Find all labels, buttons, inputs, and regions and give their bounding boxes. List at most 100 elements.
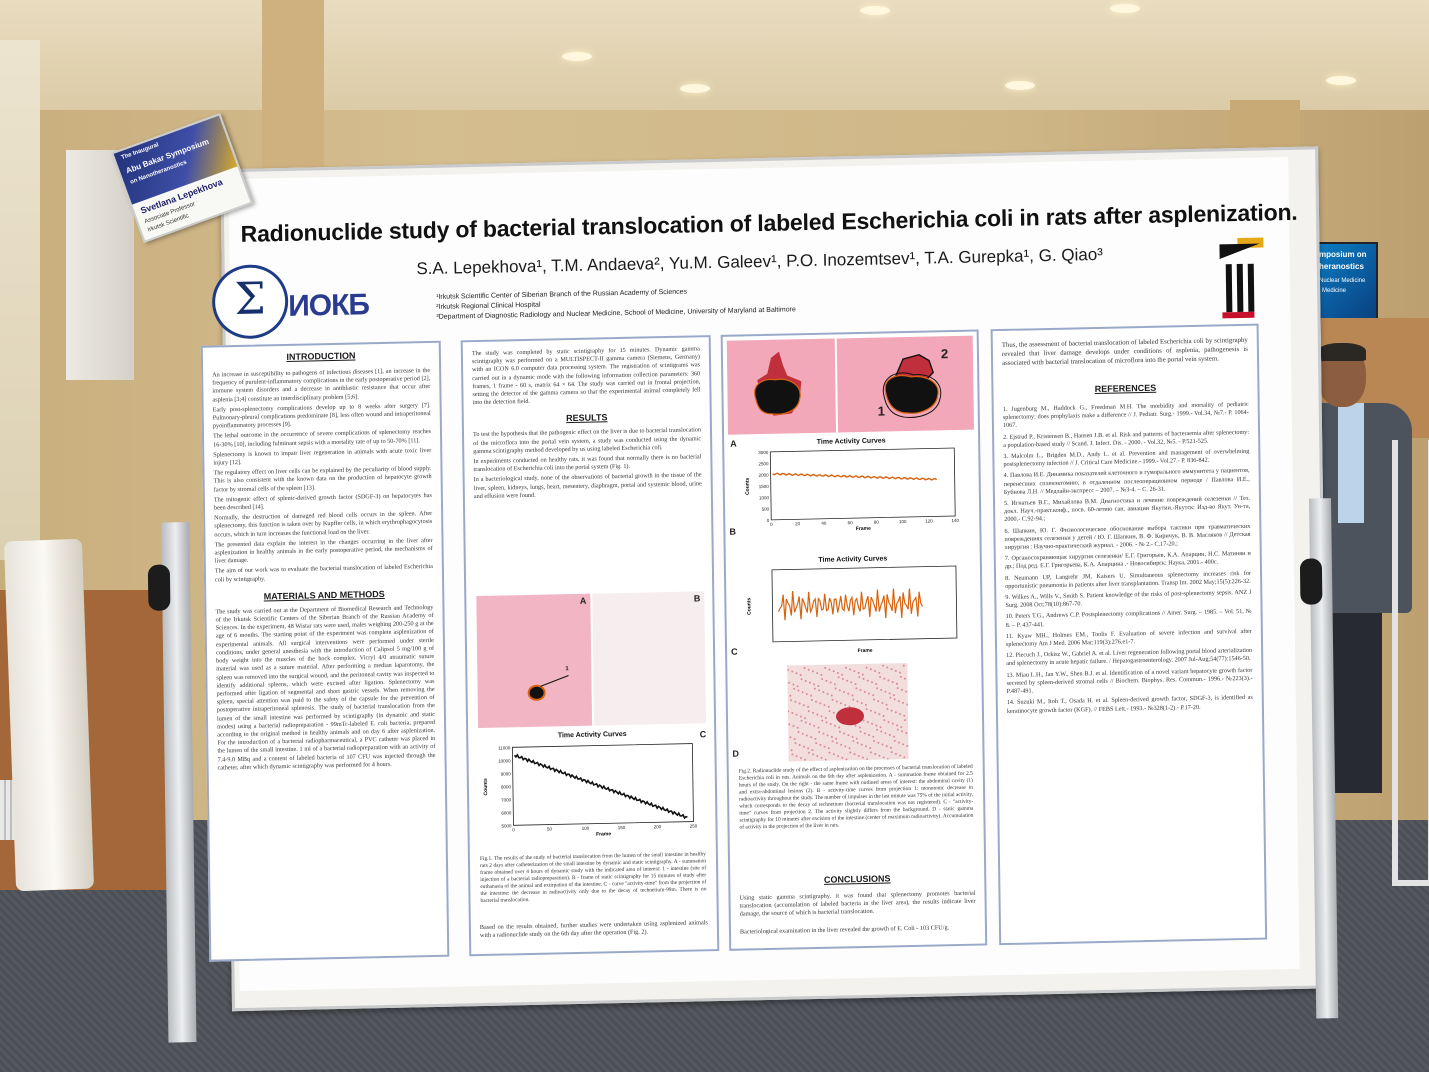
scan-speckle [794, 742, 797, 745]
university-logo [1219, 237, 1264, 319]
scan-speckle [901, 730, 904, 733]
fig2d-scan [786, 664, 909, 761]
scan-speckle [807, 751, 810, 754]
scan-speckle [889, 696, 892, 699]
scan-speckle [815, 742, 818, 745]
region-label: 1 [565, 666, 569, 673]
scan-speckle [903, 677, 906, 680]
scan-speckle [835, 700, 838, 703]
scan-speckle [818, 689, 821, 692]
scan-speckle [852, 740, 855, 743]
scan-speckle [789, 736, 792, 739]
scan-speckle [874, 711, 877, 714]
y-tick-label: 6000 [501, 810, 512, 815]
scan-speckle [890, 668, 893, 671]
scan-speckle [795, 672, 798, 675]
scan-speckle [878, 713, 881, 716]
scan-speckle [905, 732, 908, 735]
reference-item: 3. Malcolm L., Brigden M.D., Andy L. et … [1003, 447, 1250, 469]
scan-speckle [834, 687, 837, 690]
references-heading: REFERENCES [1094, 382, 1157, 395]
scan-speckle [851, 735, 854, 738]
reference-item: 8. Neumann UP, Langrehr JM, Kaisers U. S… [1005, 569, 1252, 590]
scan-speckle [833, 724, 836, 727]
x-tick-label: 20 [795, 521, 801, 526]
y-tick-label: 5000 [501, 823, 512, 828]
scan-speckle [878, 754, 881, 757]
scan-speckle [825, 679, 828, 682]
y-tick-label: 0 [767, 518, 770, 523]
scan-speckle [881, 743, 884, 746]
results-paragraph: In experiments conducted on healthy rats… [473, 453, 702, 474]
scan-speckle [872, 698, 875, 701]
panel-label: A [730, 438, 737, 449]
affiliations: ¹Irkutsk Scientific Center of Siberian B… [436, 285, 796, 323]
scan-speckle [888, 733, 891, 736]
region-label: 1 [877, 403, 886, 419]
scan-speckle [869, 709, 872, 712]
reference-item: 7. Органосохраняющая хирургия селезенки/… [1004, 550, 1251, 571]
poster-authors: S.A. Lepekhova¹, T.M. Andaeva², Yu.M. Ga… [416, 244, 1104, 279]
scan-speckle [827, 747, 830, 750]
scan-speckle [815, 700, 818, 703]
scan-speckle [804, 758, 807, 761]
scan-speckle [810, 698, 813, 701]
scan-speckle [825, 721, 828, 724]
conclusions-paragraph: Using static gamma scintigraphy, it was … [739, 889, 976, 919]
y-tick-label: 2000 [759, 473, 770, 478]
logo-column [1247, 263, 1255, 312]
scan-speckle [813, 687, 816, 690]
results-heading: RESULTS [566, 412, 608, 424]
scan-speckle [900, 726, 903, 729]
scan-speckle [823, 745, 826, 748]
scan-speckle [797, 731, 800, 734]
panel-label: A [579, 595, 587, 606]
fig2-panel-b: Time Activity Curves 3000 2500 2000 1500 100… [729, 436, 963, 536]
scan-speckle [797, 689, 800, 692]
scan-speckle [881, 701, 884, 704]
scan-speckle [899, 675, 902, 678]
scan-speckle [798, 744, 801, 747]
scan-speckle [854, 724, 857, 727]
introduction-paragraph: The lethal outcome in the occurrence of … [212, 428, 432, 449]
scan-speckle [831, 740, 834, 743]
x-axis-label: Frame [858, 648, 873, 654]
ceiling-light [1110, 4, 1140, 13]
x-tick-label: 100 [899, 519, 907, 524]
scan-speckle [862, 719, 865, 722]
scan-speckle [892, 694, 895, 697]
scan-speckle [853, 670, 856, 673]
poster-stand-right [1392, 440, 1429, 886]
reference-item: 13. Miau L.H., Jan Y.W., Shen B.J. et al… [1006, 666, 1253, 696]
fig1-hotspot [527, 684, 546, 701]
column-introduction: INTRODUCTION An increase in susceptibili… [200, 340, 450, 962]
scan-speckle [849, 668, 852, 671]
scan-speckle [801, 691, 804, 694]
scan-speckle [843, 732, 846, 735]
scan-speckle [826, 692, 829, 695]
scan-speckle [808, 681, 811, 684]
symposium-screen: mposium on heranostics Nuclear Medicine … [1312, 242, 1378, 324]
reference-item: 10. Peters T.G., Andrews C.P. Postsplene… [1005, 608, 1252, 629]
scan-speckle [824, 758, 827, 761]
scan-speckle [894, 669, 897, 672]
scan-speckle [828, 751, 831, 754]
scan-speckle [832, 753, 835, 756]
scan-speckle [832, 711, 835, 714]
scan-speckle [874, 753, 877, 756]
scan-speckle [822, 732, 825, 735]
reference-item: 12. Piecuch J., Orkisz W., Gabriel A. et… [1006, 647, 1253, 668]
x-tick-label: 80 [874, 520, 880, 525]
scan-speckle [800, 719, 803, 722]
scan-speckle [791, 712, 794, 715]
scan-speckle [859, 730, 862, 733]
fig2-panel-a-left: A [726, 338, 837, 449]
reference-item: 9. Wilkes A., Wills V., Smith S. Patient… [1005, 588, 1252, 610]
scan-speckle [838, 726, 841, 729]
scan-speckle [883, 677, 886, 680]
chart-plot-frame [511, 743, 694, 826]
scan-speckle [899, 713, 902, 716]
scan-speckle [856, 700, 859, 703]
fig2b-chart: 3000 2500 2000 1500 1000 500 00 20 40 60 80 100 120 1… [745, 447, 960, 532]
scan-speckle [892, 735, 895, 738]
